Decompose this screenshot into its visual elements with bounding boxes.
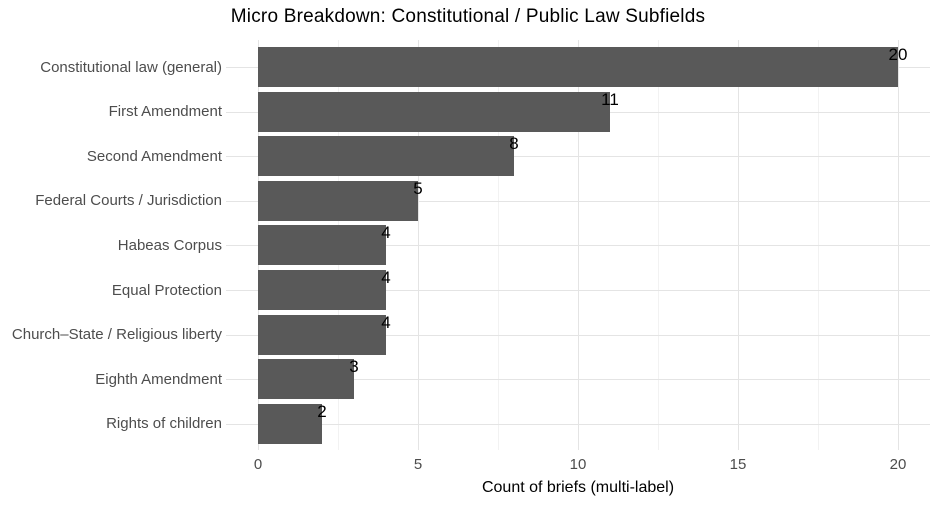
gridline-category-horizontal xyxy=(226,379,930,380)
y-axis-category-label: Second Amendment xyxy=(86,148,222,165)
bar-value-label: 3 xyxy=(349,357,359,376)
bar xyxy=(258,404,322,444)
gridline-category-horizontal xyxy=(226,245,930,246)
bar-value-label: 8 xyxy=(509,134,519,153)
bar-value-label: 11 xyxy=(601,90,619,109)
bar xyxy=(258,181,418,221)
bar xyxy=(258,225,386,265)
gridline-category-horizontal xyxy=(226,335,930,336)
bar-value-label: 4 xyxy=(381,223,391,242)
bar xyxy=(258,92,610,132)
y-axis-category-label: Rights of children xyxy=(106,415,222,432)
bar-value-label: 4 xyxy=(381,313,391,332)
gridline-category-horizontal xyxy=(226,156,930,157)
bar-value-label: 5 xyxy=(413,179,423,198)
y-axis-category-label: Eighth Amendment xyxy=(95,371,222,388)
gridline-category-horizontal xyxy=(226,290,930,291)
x-axis-tick-label: 10 xyxy=(569,456,587,473)
bar-value-label: 2 xyxy=(317,402,327,421)
y-axis-category-label: Federal Courts / Jurisdiction xyxy=(35,192,222,209)
y-axis-category-label: Equal Protection xyxy=(111,282,222,299)
x-axis-tick-label: 0 xyxy=(253,456,263,473)
bar xyxy=(258,270,386,310)
bar xyxy=(258,359,354,399)
y-axis-category-label: Habeas Corpus xyxy=(117,237,222,254)
y-axis-category-label: Church–State / Religious liberty xyxy=(11,326,222,343)
x-axis-title: Count of briefs (multi-label) xyxy=(481,479,675,496)
y-axis-category-label: First Amendment xyxy=(108,103,222,120)
bar-value-label: 20 xyxy=(888,45,908,64)
y-axis-category-label: Constitutional law (general) xyxy=(40,59,222,76)
plot-panel: 20 11 8 5 4 4 4 3 2 xyxy=(226,40,930,450)
bar xyxy=(258,47,898,87)
x-axis-tick-label: 5 xyxy=(413,456,423,473)
bar xyxy=(258,136,514,176)
chart-title: Micro Breakdown: Constitutional / Public… xyxy=(230,6,706,27)
y-axis-category-labels: Constitutional law (general) First Amendm… xyxy=(0,40,222,450)
bar xyxy=(258,315,386,355)
x-axis-tick-labels: 0 5 10 15 20 xyxy=(0,455,936,475)
gridline-category-horizontal xyxy=(226,201,930,202)
bar-value-label: 4 xyxy=(381,268,391,287)
x-axis-tick-label: 15 xyxy=(729,456,747,473)
gridline-category-horizontal xyxy=(226,424,930,425)
x-axis-tick-label: 20 xyxy=(889,456,907,473)
